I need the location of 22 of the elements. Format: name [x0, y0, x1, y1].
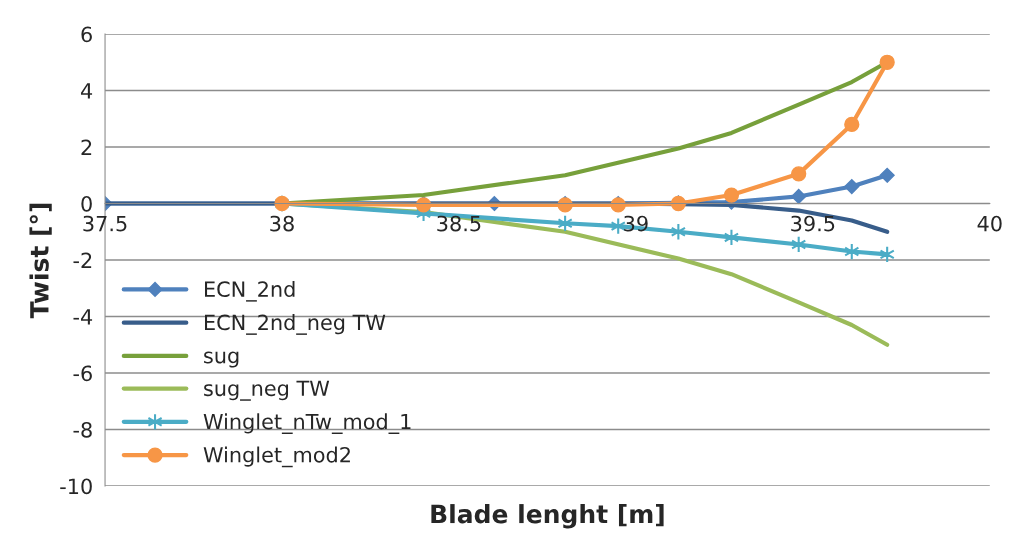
y-tick-label: 0 [81, 195, 92, 212]
y-tick-label: -4 [73, 309, 93, 325]
legend-label: ECN_2nd_neg TW [205, 314, 386, 335]
y-tick-label: 6 [81, 26, 92, 43]
x-tick-label: 38.5 [437, 215, 481, 232]
y-tick-label: 2 [81, 139, 92, 155]
x-tick-label: 40 [977, 215, 1002, 232]
x-tick-label: 37.5 [83, 215, 127, 232]
x-tick-label: 39.5 [791, 215, 835, 232]
legend-label: Winglet_nTw_mod_1 [203, 413, 411, 435]
y-tick-label: -2 [73, 252, 92, 268]
legend-label: sug_neg TW [204, 380, 330, 401]
y-tick-label: -10 [60, 478, 92, 495]
y-axis-title: Twist [°] [29, 203, 52, 319]
x-axis-title: Blade lenght [m] [431, 504, 664, 529]
y-tick-label: 4 [81, 83, 93, 99]
legend-label: Winglet_mod2 [203, 446, 350, 468]
y-tick-label: -8 [73, 421, 92, 438]
x-tick-label: 38 [270, 215, 294, 232]
legend-label: ECN_2nd [205, 280, 295, 302]
legend-label: sug [204, 351, 239, 368]
y-tick-label: -6 [73, 365, 92, 382]
